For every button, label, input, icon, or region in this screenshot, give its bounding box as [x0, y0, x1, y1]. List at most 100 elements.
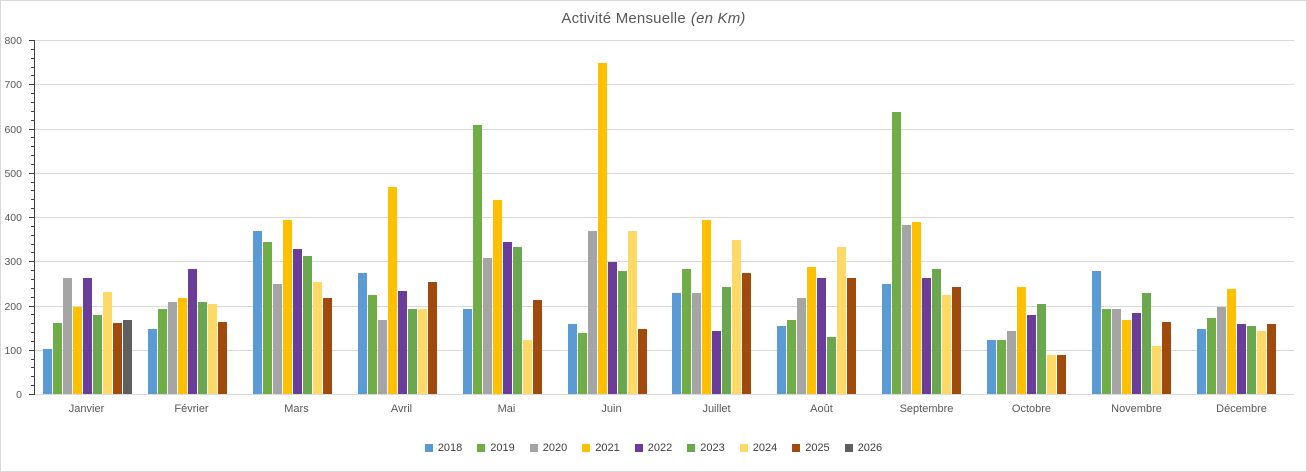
- gridline-400: [35, 217, 1294, 218]
- y-tick: [31, 367, 34, 369]
- bar-2024: [732, 240, 742, 395]
- legend-item-2022: 2022: [634, 442, 673, 454]
- bar-2018: [147, 328, 157, 395]
- bar-2022: [1237, 324, 1247, 395]
- y-axis-label: 500: [4, 167, 22, 180]
- legend-swatch-2024: [739, 444, 748, 452]
- y-tick: [31, 270, 34, 272]
- x-axis-label: Mai: [497, 403, 516, 415]
- y-axis-label: 400: [4, 212, 22, 224]
- gridline-600: [35, 128, 1294, 130]
- legend-label-2022: 2022: [647, 442, 673, 454]
- bar-2019: [577, 333, 587, 395]
- legend-swatch-2019: [477, 444, 486, 452]
- y-axis-label: 800: [4, 35, 22, 47]
- y-tick: [31, 376, 34, 378]
- y-tick: [31, 57, 34, 59]
- bar-2022: [607, 262, 617, 395]
- bar-2024: [1257, 330, 1267, 395]
- bar-2019: [157, 308, 167, 395]
- bar-2021: [492, 200, 502, 395]
- bar-2019: [367, 295, 377, 395]
- bar-group-décembre: [1189, 41, 1294, 395]
- bar-2020: [167, 302, 177, 395]
- bar-group-novembre: [1084, 41, 1189, 395]
- bar-2018: [777, 326, 787, 395]
- y-tick: [31, 243, 34, 245]
- legend-item-2023: 2023: [687, 442, 725, 454]
- gridline-300: [35, 261, 1294, 263]
- bar-2018: [1092, 271, 1102, 395]
- x-axis-labels: Janvier Février Mars Avril Mai Juin Juillet Aoû…: [34, 403, 1294, 415]
- legend-item-2018: 2018: [424, 442, 462, 454]
- gridline-700: [35, 84, 1294, 86]
- legend-item-2019: 2019: [477, 442, 515, 454]
- legend-label-2020: 2020: [542, 442, 568, 454]
- bar-2018: [357, 273, 367, 395]
- legend-label-2023: 2023: [700, 442, 725, 454]
- x-axis-label: Octobre: [1011, 403, 1052, 415]
- y-tick: [31, 252, 34, 254]
- y-tick: [31, 287, 34, 289]
- bar-2023: [932, 268, 942, 395]
- y-tick: [31, 48, 34, 50]
- bar-2019: [997, 339, 1007, 395]
- bar-2023: [827, 337, 837, 395]
- x-axis-label: Mars: [284, 403, 309, 415]
- y-axis-label: 700: [4, 79, 22, 92]
- bar-2019: [472, 125, 482, 395]
- y-tick: [31, 358, 34, 360]
- y-tick: [31, 137, 34, 139]
- bar-2025: [217, 322, 227, 395]
- legend-label-2024: 2024: [752, 442, 778, 454]
- bar-2020: [272, 284, 282, 395]
- legend-item-2026: 2026: [844, 442, 883, 454]
- bar-group-septembre: [874, 41, 979, 395]
- bar-2018: [987, 339, 997, 395]
- plot-area: [29, 40, 1294, 395]
- legend-item-2020: 2020: [529, 442, 568, 454]
- bar-group-juin: [560, 41, 665, 395]
- bar-2021: [282, 220, 292, 395]
- y-tick: [29, 394, 35, 395]
- y-tick: [29, 261, 35, 263]
- bar-2020: [1217, 306, 1227, 395]
- y-tick: [31, 119, 34, 121]
- bar-2024: [522, 339, 532, 395]
- bar-2019: [892, 111, 902, 395]
- bar-2024: [417, 308, 427, 395]
- bar-2021: [1227, 288, 1237, 395]
- bar-2019: [52, 322, 62, 395]
- y-tick: [31, 208, 34, 210]
- bar-2019: [787, 319, 797, 395]
- y-tick: [29, 40, 35, 41]
- legend-label-2021: 2021: [595, 442, 620, 454]
- bar-2020: [62, 277, 72, 395]
- bar-2022: [922, 277, 932, 395]
- y-tick: [31, 66, 34, 68]
- bar-2025: [322, 297, 332, 395]
- legend-swatch-2025: [792, 444, 801, 452]
- bar-2018: [567, 324, 577, 395]
- legend-label-2026: 2026: [857, 442, 883, 454]
- gridline-500: [35, 172, 1294, 174]
- bar-2022: [187, 268, 197, 395]
- bar-2018: [672, 293, 682, 395]
- y-tick: [29, 217, 35, 218]
- bar-2025: [427, 282, 437, 395]
- bar-2021: [597, 63, 607, 395]
- bar-2025: [112, 322, 122, 395]
- bar-2020: [692, 293, 702, 395]
- bar-2023: [407, 308, 417, 395]
- bar-2022: [82, 277, 92, 395]
- chart-title: Activité Mensuelle (en Km): [1, 10, 1306, 27]
- bar-2020: [797, 297, 807, 395]
- bar-2026: [122, 319, 132, 395]
- x-axis-label: Avril: [390, 403, 413, 415]
- bar-2023: [1037, 304, 1047, 395]
- legend-label-2019: 2019: [490, 442, 515, 454]
- bar-2024: [1152, 346, 1162, 395]
- y-axis-label: 0: [16, 389, 22, 401]
- bar-2021: [807, 266, 817, 395]
